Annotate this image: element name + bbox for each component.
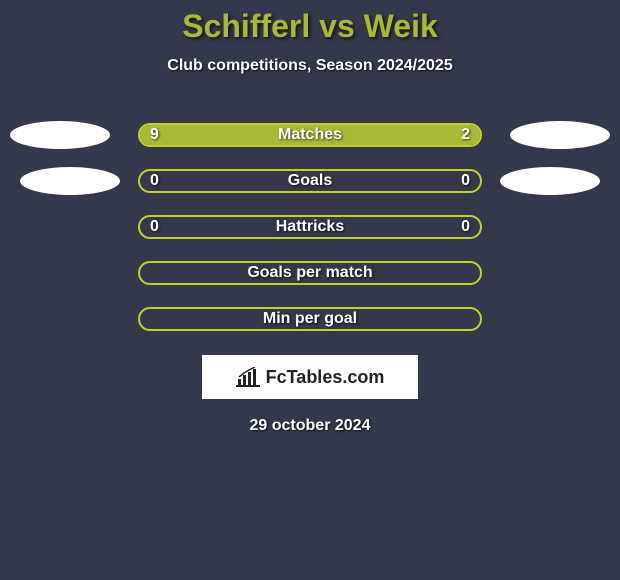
stat-bar: Min per goal xyxy=(138,307,482,331)
date-label: 29 october 2024 xyxy=(0,417,620,435)
stats-rows: 92Matches 00Goals 00Hattricks Goals per mat… xyxy=(0,115,620,345)
stat-row: Min per goal xyxy=(0,299,620,345)
stat-label: Goals xyxy=(140,171,480,191)
player-oval-right xyxy=(510,121,610,149)
player-oval-left xyxy=(20,167,120,195)
player-oval-left xyxy=(10,121,110,149)
stat-label: Matches xyxy=(140,125,480,145)
chart-icon xyxy=(236,367,260,387)
stat-row: 00Hattricks xyxy=(0,207,620,253)
stat-bar: 92Matches xyxy=(138,123,482,147)
stat-bar: 00Hattricks xyxy=(138,215,482,239)
stat-row: 00Goals xyxy=(0,161,620,207)
stat-bar: 00Goals xyxy=(138,169,482,193)
stat-row: 92Matches xyxy=(0,115,620,161)
stat-label: Goals per match xyxy=(140,263,480,283)
comparison-card: Schifferl vs Weik Club competitions, Sea… xyxy=(0,0,620,435)
stat-bar: Goals per match xyxy=(138,261,482,285)
stat-label: Min per goal xyxy=(140,309,480,329)
stat-row: Goals per match xyxy=(0,253,620,299)
logo-badge: FcTables.com xyxy=(202,355,418,399)
player-oval-right xyxy=(500,167,600,195)
page-title: Schifferl vs Weik xyxy=(0,8,620,45)
logo-text: FcTables.com xyxy=(266,367,385,388)
stat-label: Hattricks xyxy=(140,217,480,237)
subtitle: Club competitions, Season 2024/2025 xyxy=(0,57,620,75)
